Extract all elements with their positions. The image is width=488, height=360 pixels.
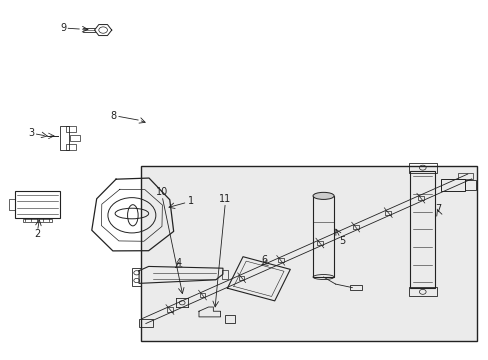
Text: 11: 11 — [219, 194, 231, 204]
Bar — [222, 270, 227, 279]
Text: 4: 4 — [175, 258, 181, 268]
Bar — [9, 199, 15, 210]
Text: 6: 6 — [261, 256, 267, 265]
Bar — [316, 241, 322, 245]
Bar — [352, 225, 358, 229]
Text: 1: 1 — [187, 196, 194, 206]
Bar — [408, 163, 436, 173]
Bar — [65, 126, 76, 132]
Bar — [167, 307, 172, 312]
Bar — [457, 173, 471, 179]
Text: 10: 10 — [156, 187, 168, 197]
Bar — [441, 179, 465, 192]
Bar — [385, 211, 390, 215]
Text: 3: 3 — [28, 129, 35, 139]
Bar — [238, 276, 244, 280]
Bar — [60, 126, 68, 150]
Ellipse shape — [312, 192, 333, 199]
Bar — [132, 268, 141, 286]
Bar — [65, 144, 76, 150]
Text: 9: 9 — [60, 23, 66, 33]
Bar — [23, 219, 52, 222]
Bar — [409, 171, 434, 288]
Bar — [408, 287, 436, 296]
Bar — [417, 196, 423, 200]
Bar — [69, 135, 80, 141]
Text: 7: 7 — [435, 204, 441, 214]
Bar — [199, 293, 205, 297]
Bar — [277, 258, 283, 262]
Bar — [312, 196, 333, 277]
Bar — [225, 315, 234, 323]
Bar — [349, 285, 361, 291]
Bar — [465, 180, 475, 190]
Bar — [15, 192, 60, 218]
Bar — [139, 319, 153, 328]
Text: 8: 8 — [110, 111, 116, 121]
Text: 5: 5 — [339, 236, 345, 246]
Text: 2: 2 — [34, 229, 41, 239]
Bar — [141, 166, 476, 341]
